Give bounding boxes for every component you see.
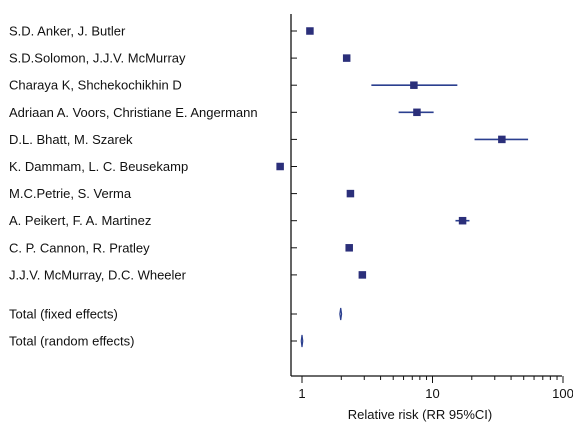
total-label: Total (random effects) — [9, 334, 134, 349]
effect-marker — [346, 189, 355, 198]
effect-marker — [410, 81, 418, 89]
study-label: A. Peikert, F. A. Martinez — [9, 213, 151, 228]
x-tick-label: 10 — [425, 386, 439, 401]
study-label: C. P. Cannon, R. Pratley — [9, 240, 150, 255]
effect-marker — [276, 162, 284, 171]
effect-marker — [498, 135, 506, 144]
total-label: Total (fixed effects) — [9, 307, 118, 322]
effect-marker — [358, 271, 367, 279]
study-label: S.D. Anker, J. Butler — [9, 24, 126, 39]
effect-marker — [345, 244, 353, 252]
study-label: Adriaan A. Voors, Christiane E. Angerman… — [9, 105, 258, 120]
plot-axes: 1 10 100 — [290, 14, 573, 401]
x-tick-label: 1 — [298, 386, 305, 401]
effect-marker — [413, 108, 421, 117]
effect-marker — [458, 216, 467, 225]
x-axis-title: Relative risk (RR 95%CI) — [348, 407, 492, 422]
study-labels: S.D. Anker, J. Butler S.D.Solomon, J.J.V.… — [9, 24, 258, 349]
study-label: J.J.V. McMurray, D.C. Wheeler — [9, 267, 187, 282]
pooled-estimate-diamond — [300, 334, 304, 348]
pooled-estimate-diamond — [339, 307, 343, 321]
effect-marker — [342, 54, 351, 62]
study-label: S.D.Solomon, J.J.V. McMurray — [9, 51, 186, 66]
study-label: M.C.Petrie, S. Verma — [9, 186, 132, 201]
effect-marks — [276, 27, 529, 348]
study-label: D.L. Bhatt, M. Szarek — [9, 132, 133, 147]
study-label: Charaya K, Shchekochikhin D — [9, 78, 182, 93]
x-tick-label: 100 — [552, 386, 573, 401]
effect-marker — [306, 27, 314, 35]
study-label: K. Dammam, L. C. Beusekamp — [9, 159, 188, 174]
